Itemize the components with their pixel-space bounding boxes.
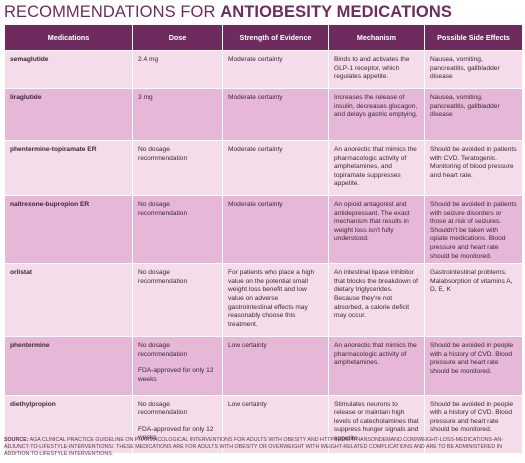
table-row: diethylpropion No dosage recommendation FD… <box>4 394 523 454</box>
dose-cell: No dosage recommendation <box>132 140 223 196</box>
title-prefix: RECOMMENDATIONS FOR <box>4 3 221 21</box>
source-note: SOURCE: AGA CLINICAL PRACTICE GUIDELINE … <box>4 437 522 457</box>
evidence-cell: Moderate certainty <box>222 88 329 141</box>
side-effects-cell: Nausea, vomiting, pancreatitis, gallblad… <box>424 50 523 89</box>
table-row: orlistat No dosage recommendation For pati… <box>4 263 523 338</box>
dose-cell: 3 mg <box>132 88 223 141</box>
side-effects-cell: Should be avoided in patients with CVD. … <box>424 140 523 196</box>
medication-cell: diethylpropion <box>4 394 133 454</box>
table-row: phentermine No dosage recommendation FDA-a… <box>4 336 523 396</box>
medication-cell: phentermine-topiramate ER <box>4 140 133 196</box>
cell-paragraph: FDA-approved for only 12 weeks <box>138 425 214 442</box>
column-header: Medications <box>4 24 133 51</box>
header-row: Medications Dose Strength of Evidence Mecha… <box>4 24 523 51</box>
medication-cell: phentermine <box>4 336 133 396</box>
source-label: SOURCE: <box>4 437 29 443</box>
mechanism-cell: Binds to and activates the GLP-1 recepto… <box>328 50 425 89</box>
mechanism-cell: Increases the release of insulin, decrea… <box>328 88 425 141</box>
evidence-cell: For patients who place a high value on t… <box>222 263 329 338</box>
column-header: Strength of Evidence <box>222 24 329 51</box>
dose-cell: No dosage recommendation <box>132 263 223 338</box>
title: RECOMMENDATIONS FOR ANTIOBESITY MEDICATI… <box>4 3 452 22</box>
medication-cell: naltrexone-bupropion ER <box>4 194 133 265</box>
mechanism-cell: An opioid antagonist and antidepressant.… <box>328 194 425 265</box>
evidence-cell: Low certainty <box>222 394 329 454</box>
table-row: phentermine-topiramate ER No dosage recom… <box>4 140 523 196</box>
evidence-cell: Moderate certainty <box>222 194 329 265</box>
medication-cell: orlistat <box>4 263 133 338</box>
evidence-cell: Moderate certainty <box>222 50 329 89</box>
side-effects-cell: Should be avoided in people with a histo… <box>424 394 523 454</box>
dose-cell: 2.4 mg <box>132 50 223 89</box>
table-row: semaglutide 2.4 mg Moderate certainty Binds… <box>4 50 523 89</box>
cell-paragraph: FDA-approved for only 12 weeks <box>138 367 214 383</box>
dose-cell: No dosage recommendation FDA-approved for… <box>132 336 223 396</box>
title-emphasis: ANTIOBESITY MEDICATIONS <box>220 3 452 21</box>
side-effects-cell: Nausea, vomiting, pancreatitis, gallblad… <box>424 88 523 141</box>
cell-paragraph: No dosage recommendation <box>138 400 188 417</box>
table-row: naltrexone-bupropion ER No dosage recomme… <box>4 194 523 265</box>
medication-cell: semaglutide <box>4 50 133 89</box>
cell-paragraph: No dosage recommendation <box>138 342 188 358</box>
side-effects-cell: Gastrointestinal problems. Malabsorption… <box>424 263 523 338</box>
medication-cell: liraglutide <box>4 88 133 141</box>
table-row: liraglutide 3 mg Moderate certainty Increas… <box>4 88 523 141</box>
column-header: Dose <box>132 24 223 51</box>
dose-cell: No dosage recommendation <box>132 194 223 265</box>
medications-table: Medications Dose Strength of Evidence Mecha… <box>4 24 523 454</box>
evidence-cell: Low certainty <box>222 336 329 396</box>
side-effects-cell: Should be avoided in people with a histo… <box>424 336 523 396</box>
evidence-cell: Moderate certainty <box>222 140 329 196</box>
side-effects-cell: Should be avoided in patients with seizu… <box>424 194 523 265</box>
column-header: Mechanism <box>328 24 425 51</box>
mechanism-cell: An anorectic that mimics the pharmacolog… <box>328 140 425 196</box>
source-text: AGA CLINICAL PRACTICE GUIDELINE ON PHARM… <box>4 437 503 457</box>
mechanism-cell: Stimulates neurons to release or maintai… <box>328 394 425 454</box>
column-header: Possible Side Effects <box>424 24 523 51</box>
mechanism-cell: An anorectic that mimics the pharmacolog… <box>328 336 425 396</box>
mechanism-cell: An intestinal lipase inhibitor that bloc… <box>328 263 425 338</box>
